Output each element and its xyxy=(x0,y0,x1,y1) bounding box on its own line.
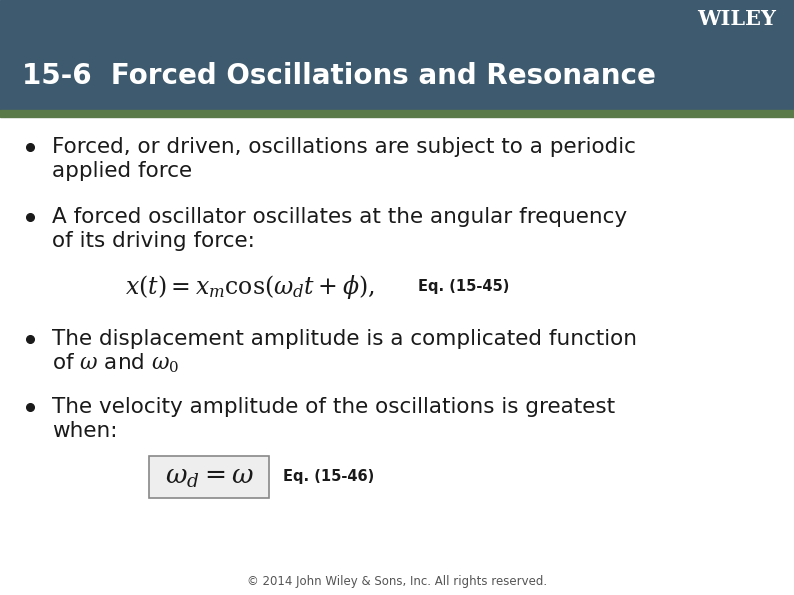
Text: A forced oscillator oscillates at the angular frequency: A forced oscillator oscillates at the an… xyxy=(52,207,627,227)
Text: $\omega_d = \omega$: $\omega_d = \omega$ xyxy=(164,464,253,490)
Text: The velocity amplitude of the oscillations is greatest: The velocity amplitude of the oscillatio… xyxy=(52,397,615,417)
Bar xyxy=(0,110,794,117)
Text: $x(t) = x_m \cos(\omega_d t + \phi),$: $x(t) = x_m \cos(\omega_d t + \phi),$ xyxy=(125,273,375,301)
Text: of its driving force:: of its driving force: xyxy=(52,231,255,251)
Text: The displacement amplitude is a complicated function: The displacement amplitude is a complica… xyxy=(52,329,637,349)
Text: of $\omega$ and $\omega_0$: of $\omega$ and $\omega_0$ xyxy=(52,351,179,375)
Text: applied force: applied force xyxy=(52,161,192,181)
Text: Forced, or driven, oscillations are subject to a periodic: Forced, or driven, oscillations are subj… xyxy=(52,137,636,157)
Text: Eq. (15-46): Eq. (15-46) xyxy=(283,469,374,484)
Text: when:: when: xyxy=(52,421,118,441)
FancyBboxPatch shape xyxy=(149,456,269,498)
Bar xyxy=(0,0,794,110)
Text: WILEY: WILEY xyxy=(697,9,776,29)
Text: Eq. (15-45): Eq. (15-45) xyxy=(418,280,510,295)
Text: © 2014 John Wiley & Sons, Inc. All rights reserved.: © 2014 John Wiley & Sons, Inc. All right… xyxy=(247,575,547,587)
Text: 15-6  Forced Oscillations and Resonance: 15-6 Forced Oscillations and Resonance xyxy=(22,62,656,90)
